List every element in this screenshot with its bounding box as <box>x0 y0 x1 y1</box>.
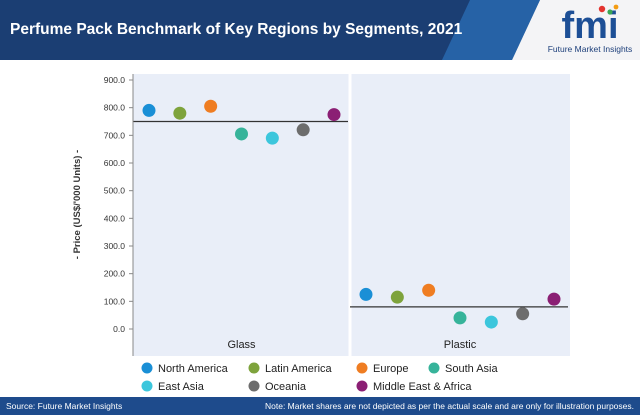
fmi-logo-mark: fmi <box>562 4 619 47</box>
legend-swatch-europe <box>356 362 368 374</box>
legend-swatch-oceania <box>248 380 260 392</box>
legend-label-east-asia: East Asia <box>158 381 205 393</box>
point-north-america-glass <box>142 103 156 117</box>
point-europe-glass <box>204 99 218 113</box>
category-label-plastic: Plastic <box>444 339 477 351</box>
point-middle-east-africa-plastic <box>547 292 561 306</box>
panel-plastic <box>350 74 570 356</box>
data-points <box>142 99 561 329</box>
point-oceania-plastic <box>516 307 530 321</box>
y-tick-label: 100.0 <box>104 296 126 306</box>
y-axis-label: - Price (US$/'000 Units) - <box>72 150 83 259</box>
source-text: Source: Future Market Insights <box>6 401 123 411</box>
legend-swatch-east-asia <box>141 380 153 392</box>
y-tick-label: 700.0 <box>104 130 126 140</box>
y-tick-label: 900.0 <box>104 75 126 85</box>
note-text: Note: Market shares are not depicted as … <box>264 401 634 411</box>
legend-swatch-south-asia <box>428 362 440 374</box>
point-oceania-glass <box>296 123 310 137</box>
point-latin-america-glass <box>173 106 187 120</box>
legend-swatch-latin-america <box>248 362 260 374</box>
panel-glass <box>133 74 350 356</box>
point-east-asia-plastic <box>484 315 498 329</box>
point-south-asia-plastic <box>453 311 467 325</box>
point-europe-plastic <box>422 283 436 297</box>
page-title: Perfume Pack Benchmark of Key Regions by… <box>10 21 463 38</box>
y-tick-label: 600.0 <box>104 158 126 168</box>
logo-dot-red <box>598 5 606 13</box>
category-labels: Glass Plastic <box>227 339 476 351</box>
header-bar: Perfume Pack Benchmark of Key Regions by… <box>0 0 640 60</box>
logo-dot-orange <box>613 4 619 10</box>
legend-label-north-america: North America <box>158 363 229 375</box>
point-north-america-plastic <box>359 287 373 301</box>
legend-label-latin-america: Latin America <box>265 363 333 375</box>
y-tick-label: 200.0 <box>104 269 126 279</box>
y-tick-label: 800.0 <box>104 103 126 113</box>
legend-swatch-middle-east-africa <box>356 380 368 392</box>
y-axis-ticks: 0.0 100.0 200.0 300.0 400.0 500.0 600.0 700.0 80… <box>104 75 133 334</box>
point-latin-america-plastic <box>390 290 404 304</box>
logo-dot-green <box>607 9 613 15</box>
scatter-chart: 0.0 100.0 200.0 300.0 400.0 500.0 600.0 700.0 80… <box>72 74 570 393</box>
legend-label-south-asia: South Asia <box>445 363 498 375</box>
y-tick-label: 300.0 <box>104 241 126 251</box>
category-panels <box>133 74 570 356</box>
legend-swatch-north-america <box>141 362 153 374</box>
logo-tagline: Future Market Insights <box>547 44 633 54</box>
point-middle-east-africa-glass <box>327 108 341 122</box>
y-tick-label: 500.0 <box>104 186 126 196</box>
y-tick-label: 400.0 <box>104 213 126 223</box>
point-east-asia-glass <box>265 131 279 145</box>
point-south-asia-glass <box>235 127 248 141</box>
legend-label-europe: Europe <box>373 363 408 375</box>
reference-lines <box>133 120 568 308</box>
legend-label-oceania: Oceania <box>265 381 307 393</box>
category-label-glass: Glass <box>227 339 256 351</box>
title-band-background <box>0 0 540 60</box>
fmi-logo: fmi Future Market Insights <box>544 3 636 58</box>
legend: North America Latin America Europe South As… <box>141 362 498 393</box>
legend-label-middle-east-africa: Middle East & Africa <box>373 381 472 393</box>
title-band: Perfume Pack Benchmark of Key Regions by… <box>0 0 540 60</box>
footer-bar: Source: Future Market Insights Note: Mar… <box>0 397 640 415</box>
y-tick-label: 0.0 <box>113 324 125 334</box>
